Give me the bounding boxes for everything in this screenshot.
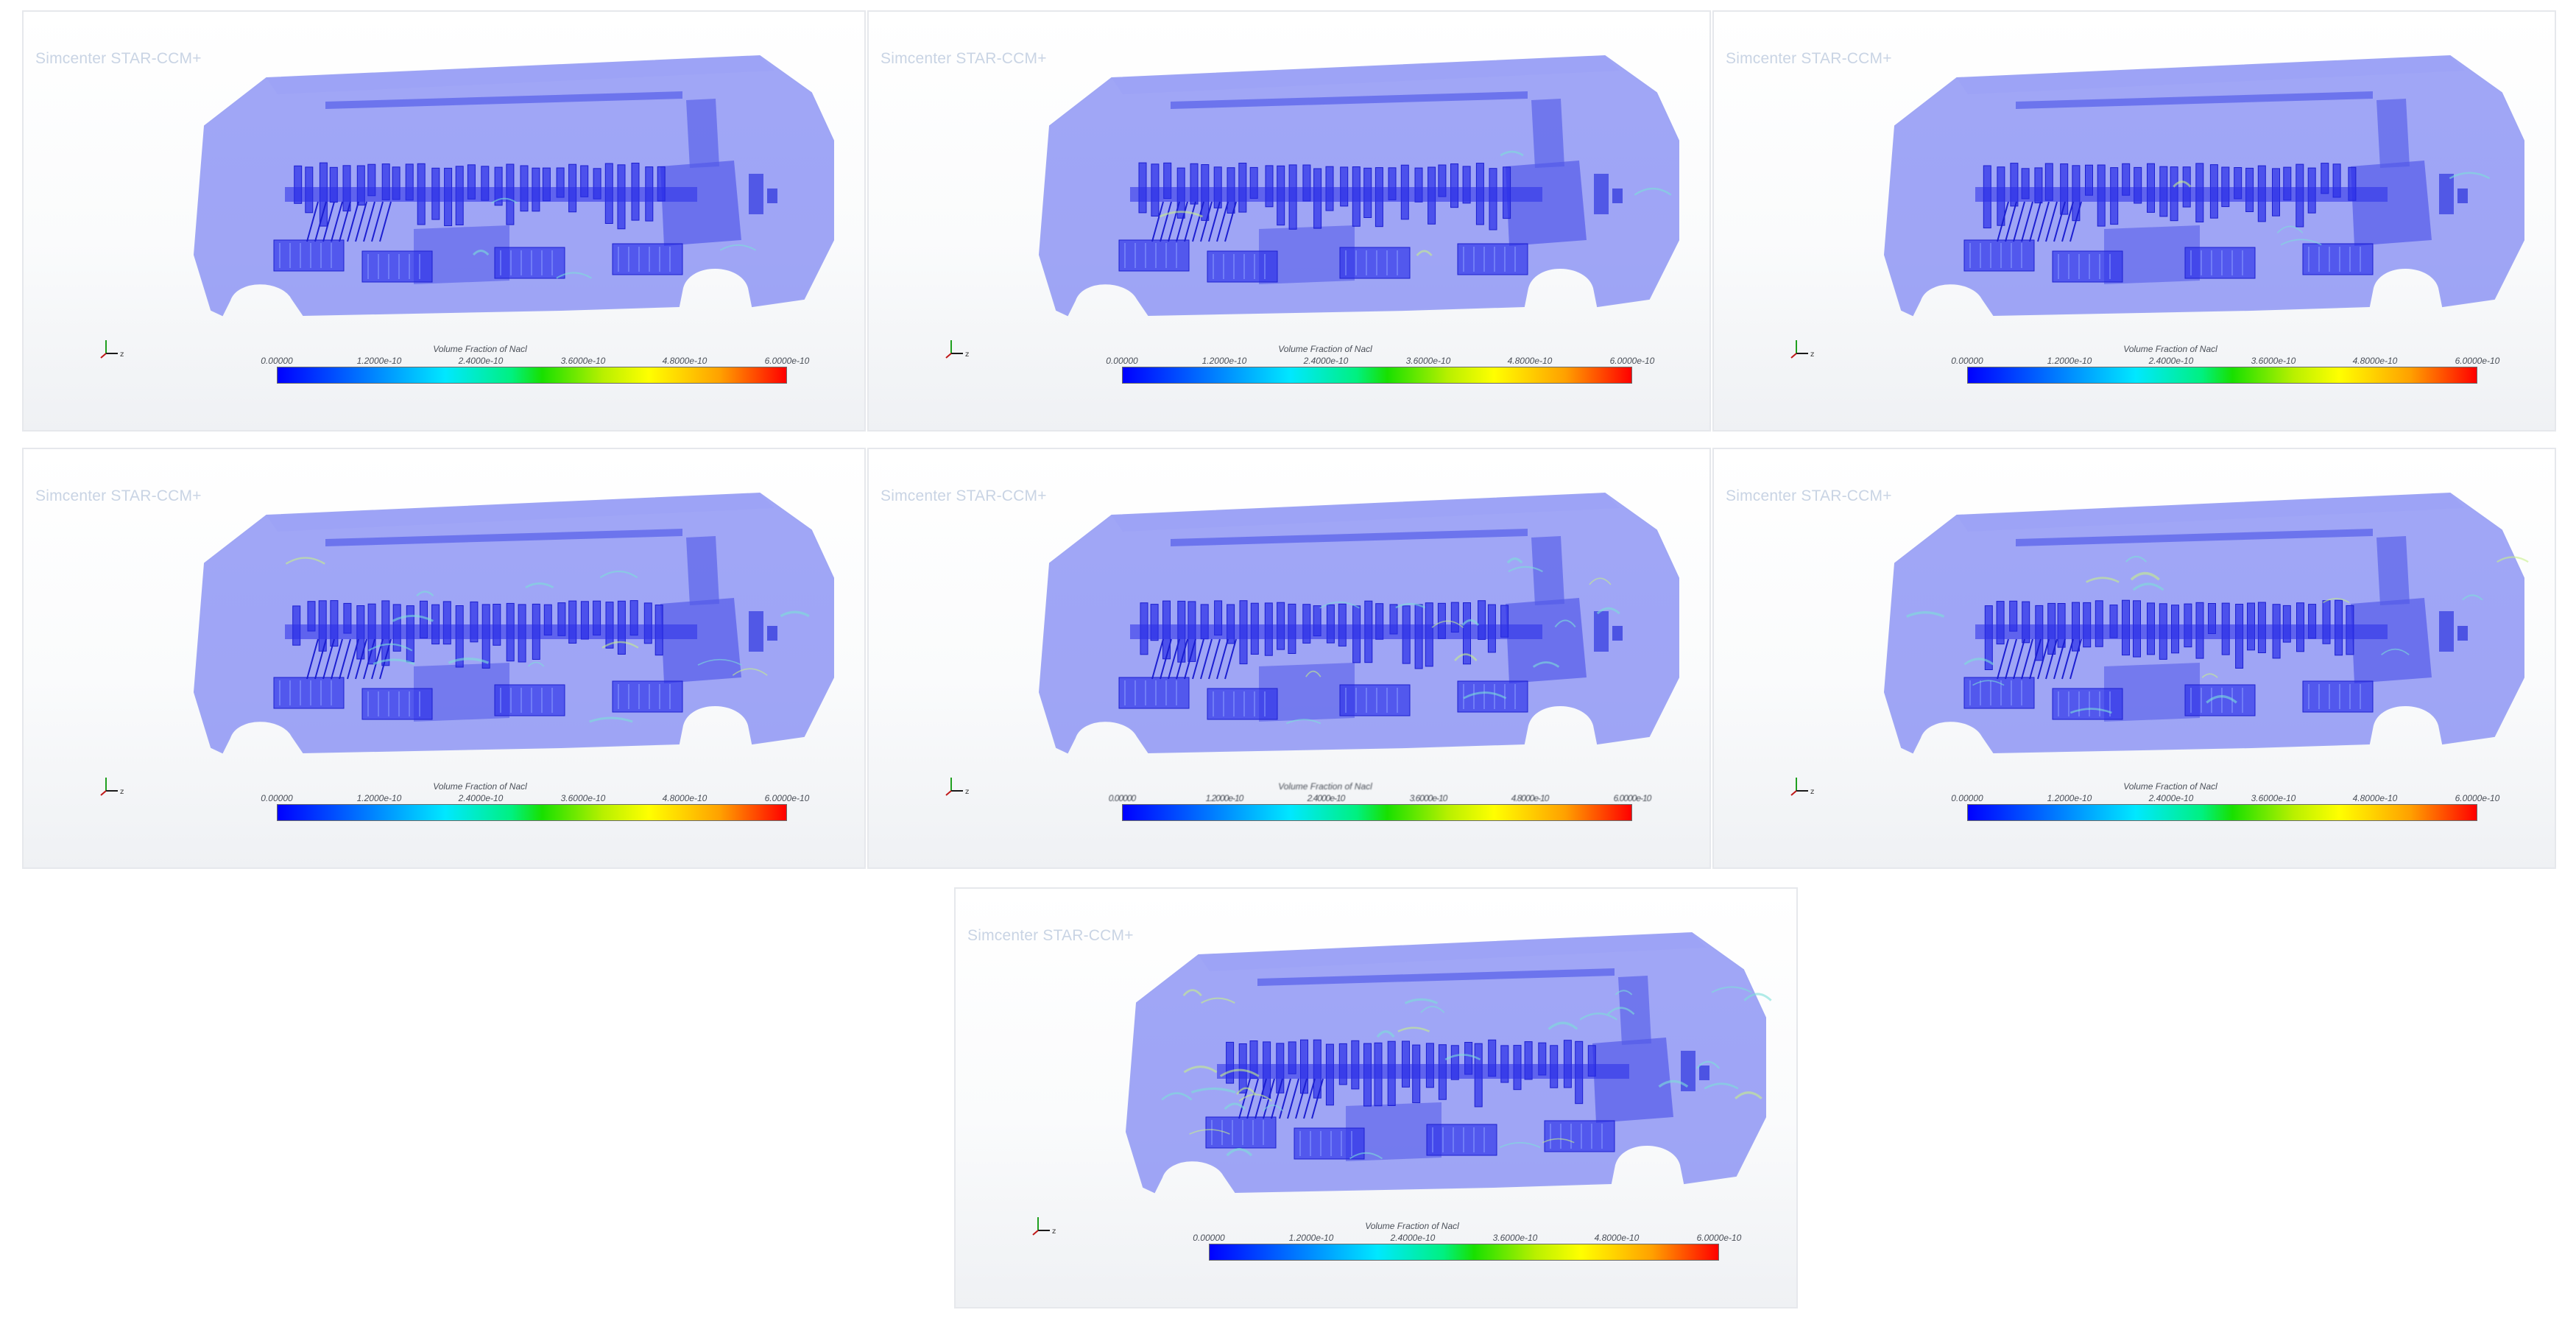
render-panel-7: Simcenter STAR-CCM+ z Volume Fraction of… bbox=[954, 887, 1798, 1308]
colorbar-tick: 2.4000e-10 bbox=[1303, 356, 1349, 366]
colorbar-tick: 0.00000 bbox=[1193, 1233, 1225, 1243]
colorbar-tick: 6.0000e-10 bbox=[1613, 793, 1652, 803]
colorbar bbox=[1122, 367, 1632, 384]
colorbar-tick: 3.6000e-10 bbox=[1405, 356, 1451, 366]
colorbar-tick: 0.00000 bbox=[1106, 356, 1138, 366]
colorbar-tick: 0.00000 bbox=[261, 356, 293, 366]
colorbar-tick: 1.2000e-10 bbox=[356, 793, 402, 803]
colorbar-tick: 3.6000e-10 bbox=[1492, 1233, 1538, 1243]
colorbar-tick: 1.2000e-10 bbox=[1201, 356, 1247, 366]
colorbar-tick: 6.0000e-10 bbox=[764, 793, 810, 803]
colorbar-tick: 2.4000e-10 bbox=[1307, 793, 1346, 803]
svg-text:z: z bbox=[120, 788, 124, 796]
colorbar bbox=[1967, 804, 2477, 821]
axis-triad-icon: z bbox=[945, 773, 975, 802]
svg-text:z: z bbox=[965, 788, 969, 796]
colorbar-tick: 6.0000e-10 bbox=[764, 356, 810, 366]
svg-text:z: z bbox=[1810, 788, 1814, 796]
colorbar-tick: 0.00000 bbox=[261, 793, 293, 803]
render-panel-6: Simcenter STAR-CCM+ z Volume Fraction of… bbox=[1712, 448, 2556, 869]
render-panel-4: Simcenter STAR-CCM+ z Volume Fraction of… bbox=[22, 448, 866, 869]
colorbar-tick: 3.6000e-10 bbox=[2251, 793, 2296, 803]
colorbar-title: Volume Fraction of Nacl bbox=[2123, 344, 2217, 354]
bus-model-render bbox=[956, 889, 1796, 1216]
colorbar-title: Volume Fraction of Nacl bbox=[1278, 344, 1372, 354]
colorbar-tick: 6.0000e-10 bbox=[2455, 356, 2500, 366]
bus-model-render bbox=[869, 449, 1709, 777]
colorbar-tick: 2.4000e-10 bbox=[458, 356, 504, 366]
colorbar-tick: 4.8000e-10 bbox=[1511, 793, 1550, 803]
render-panel-2: Simcenter STAR-CCM+ z Volume Fraction of… bbox=[867, 10, 1711, 432]
colorbar-tick: 6.0000e-10 bbox=[1696, 1233, 1742, 1243]
colorbar-tick: 6.0000e-10 bbox=[2455, 793, 2500, 803]
colorbar-tick: 3.6000e-10 bbox=[560, 793, 606, 803]
colorbar-title: Volume Fraction of Nacl bbox=[433, 344, 527, 354]
colorbar-tick: 1.2000e-10 bbox=[356, 356, 402, 366]
colorbar-tick: 3.6000e-10 bbox=[2251, 356, 2296, 366]
axis-triad-icon: z bbox=[1032, 1213, 1062, 1241]
axis-triad-icon: z bbox=[1790, 773, 1820, 802]
brand-watermark: Simcenter STAR-CCM+ bbox=[35, 50, 202, 67]
colorbar-tick: 2.4000e-10 bbox=[2148, 356, 2194, 366]
bus-model-render bbox=[1714, 12, 2555, 339]
svg-text:z: z bbox=[1810, 351, 1814, 359]
bus-model-render bbox=[24, 449, 864, 777]
brand-watermark: Simcenter STAR-CCM+ bbox=[1726, 50, 1892, 67]
brand-watermark: Simcenter STAR-CCM+ bbox=[881, 50, 1047, 67]
bus-model-render bbox=[1714, 449, 2555, 777]
colorbar-tick: 6.0000e-10 bbox=[1609, 356, 1655, 366]
colorbar bbox=[277, 804, 787, 821]
bus-model-render bbox=[24, 12, 864, 339]
brand-watermark: Simcenter STAR-CCM+ bbox=[35, 487, 202, 504]
colorbar bbox=[1967, 367, 2477, 384]
colorbar-tick: 1.2000e-10 bbox=[1205, 793, 1244, 803]
brand-watermark: Simcenter STAR-CCM+ bbox=[881, 487, 1047, 504]
brand-watermark: Simcenter STAR-CCM+ bbox=[1726, 487, 1892, 504]
colorbar-tick: 2.4000e-10 bbox=[1390, 1233, 1436, 1243]
colorbar bbox=[1122, 804, 1632, 821]
colorbar-tick: 2.4000e-10 bbox=[2148, 793, 2194, 803]
colorbar-tick: 3.6000e-10 bbox=[1409, 793, 1448, 803]
colorbar-title: Volume Fraction of Nacl bbox=[1278, 781, 1372, 792]
axis-triad-icon: z bbox=[1790, 336, 1820, 364]
bus-model-render bbox=[869, 12, 1709, 339]
svg-text:z: z bbox=[120, 351, 124, 359]
axis-triad-icon: z bbox=[100, 336, 130, 364]
render-panel-1: Simcenter STAR-CCM+ z Volume Fraction of… bbox=[22, 10, 866, 432]
colorbar-tick: 0.00000 bbox=[1108, 793, 1136, 803]
colorbar-tick: 3.6000e-10 bbox=[560, 356, 606, 366]
colorbar-tick: 4.8000e-10 bbox=[2352, 793, 2398, 803]
colorbar bbox=[277, 367, 787, 384]
axis-triad-icon: z bbox=[945, 336, 975, 364]
render-panel-5: Simcenter STAR-CCM+ z Volume Fraction of… bbox=[867, 448, 1711, 869]
colorbar-title: Volume Fraction of Nacl bbox=[433, 781, 527, 792]
colorbar-tick: 4.8000e-10 bbox=[662, 356, 707, 366]
svg-text:z: z bbox=[965, 351, 969, 359]
colorbar-tick: 1.2000e-10 bbox=[2047, 356, 2092, 366]
render-panel-3: Simcenter STAR-CCM+ z Volume Fraction of… bbox=[1712, 10, 2556, 432]
colorbar-tick: 4.8000e-10 bbox=[662, 793, 707, 803]
colorbar-title: Volume Fraction of Nacl bbox=[2123, 781, 2217, 792]
colorbar-tick: 4.8000e-10 bbox=[1594, 1233, 1640, 1243]
colorbar-title: Volume Fraction of Nacl bbox=[1365, 1221, 1459, 1231]
brand-watermark: Simcenter STAR-CCM+ bbox=[967, 927, 1134, 944]
colorbar-tick: 1.2000e-10 bbox=[2047, 793, 2092, 803]
colorbar-tick: 4.8000e-10 bbox=[1507, 356, 1553, 366]
colorbar-tick: 1.2000e-10 bbox=[1288, 1233, 1334, 1243]
axis-triad-icon: z bbox=[100, 773, 130, 802]
colorbar-tick: 0.00000 bbox=[1951, 793, 1983, 803]
colorbar bbox=[1209, 1244, 1719, 1261]
colorbar-tick: 2.4000e-10 bbox=[458, 793, 504, 803]
colorbar-tick: 0.00000 bbox=[1951, 356, 1983, 366]
colorbar-tick: 4.8000e-10 bbox=[2352, 356, 2398, 366]
svg-text:z: z bbox=[1052, 1227, 1056, 1236]
